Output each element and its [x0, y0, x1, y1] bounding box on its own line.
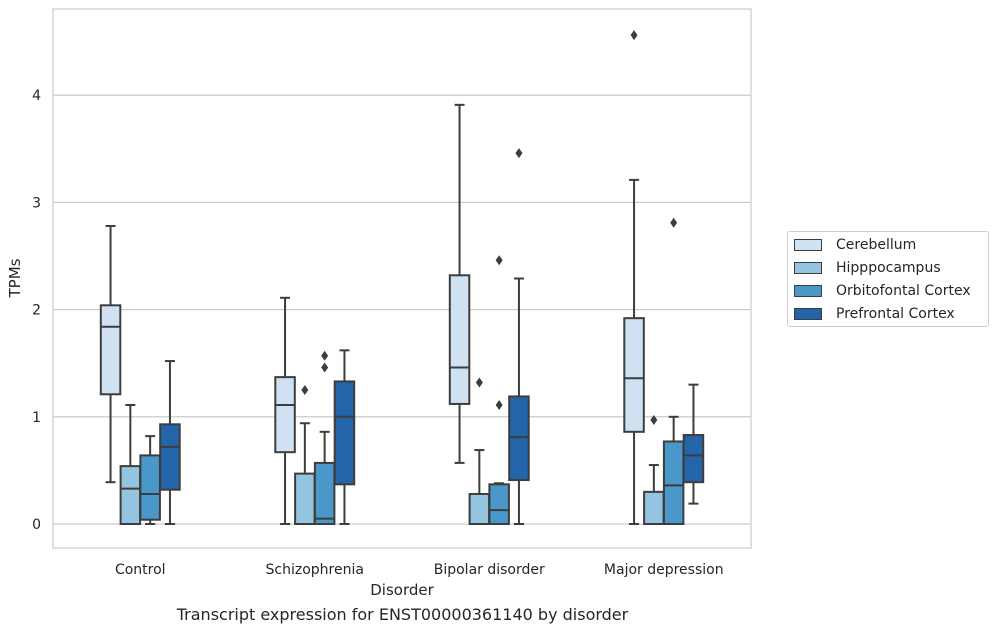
box-group — [682, 383, 705, 505]
legend: Cerebellum Hipppocampus Orbitofontal Cor… — [787, 231, 989, 327]
y-tick-labels: 0 1 2 3 4 — [32, 88, 41, 533]
legend-swatch-hippocampus — [794, 262, 822, 274]
outlier-point — [650, 415, 658, 426]
outlier-point — [475, 377, 483, 388]
x-tick-labels: Control Schizophrenia Bipolar disorder Majo… — [115, 562, 724, 578]
box-plots — [99, 30, 705, 526]
chart-title: Transcript expression for ENST0000036114… — [176, 605, 629, 624]
box-group — [274, 296, 296, 525]
outlier-point — [515, 148, 523, 159]
box — [468, 492, 491, 526]
legend-item-cerebellum: Cerebellum — [794, 235, 916, 255]
legend-item-hippocampus: Hipppocampus — [794, 258, 941, 278]
box — [488, 483, 510, 525]
box-group — [119, 404, 142, 525]
box — [682, 434, 705, 484]
box-group — [643, 415, 665, 525]
box — [139, 454, 161, 521]
outlier-point — [321, 362, 329, 373]
outlier-point — [495, 400, 503, 411]
x-tick-label: Major depression — [604, 562, 724, 578]
box-group — [508, 148, 530, 525]
box-group — [294, 385, 316, 525]
y-axis-title: TPMs — [6, 258, 24, 298]
box-group — [623, 30, 645, 525]
legend-label: Prefrontal Cortex — [836, 306, 955, 322]
box — [294, 472, 316, 525]
y-tick-label: 1 — [32, 410, 41, 426]
box — [99, 304, 122, 396]
legend-label: Cerebellum — [836, 237, 917, 253]
box-group — [333, 349, 356, 525]
box — [623, 317, 645, 433]
box — [448, 274, 471, 405]
box — [662, 440, 685, 525]
legend-label: Hipppocampus — [836, 260, 941, 276]
box-group — [448, 103, 471, 464]
outlier-point — [495, 255, 503, 266]
y-tick-label: 3 — [32, 195, 41, 211]
legend-swatch-prefrontal — [794, 308, 822, 320]
outlier-point — [321, 350, 329, 361]
outlier-point — [630, 30, 638, 41]
legend-swatch-orbitofrontal — [794, 285, 822, 297]
box-group — [159, 360, 181, 525]
box-group — [488, 255, 510, 525]
box-group — [99, 224, 122, 484]
legend-item-prefrontal: Prefrontal Cortex — [794, 304, 955, 324]
y-tick-label: 0 — [32, 517, 41, 533]
outlier-point — [670, 217, 678, 228]
box — [313, 461, 336, 525]
box-group — [468, 377, 491, 526]
legend-swatch-cerebellum — [794, 239, 822, 251]
legend-item-orbitofrontal: Orbitofontal Cortex — [794, 281, 971, 301]
y-tick-label: 2 — [32, 303, 41, 319]
outlier-point — [301, 385, 309, 395]
box — [159, 423, 181, 491]
x-tick-label: Control — [115, 562, 166, 578]
box — [333, 380, 356, 486]
plot-frame — [52, 8, 752, 549]
box — [643, 490, 665, 525]
box-group — [139, 435, 161, 525]
box — [274, 376, 296, 454]
x-tick-label: Schizophrenia — [266, 562, 364, 578]
x-axis-title: Disorder — [370, 581, 434, 599]
y-tick-label: 4 — [32, 88, 41, 104]
box-group — [313, 350, 336, 525]
legend-label: Orbitofontal Cortex — [836, 283, 971, 299]
box — [119, 465, 142, 525]
box-group — [662, 217, 685, 525]
x-tick-label: Bipolar disorder — [434, 562, 545, 578]
box — [508, 395, 530, 482]
